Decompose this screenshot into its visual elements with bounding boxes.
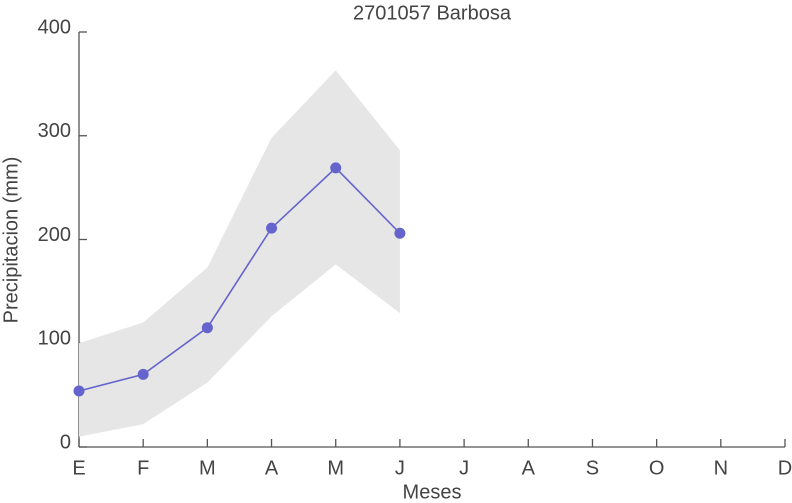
point: [137, 368, 149, 380]
x-tick-label: N: [714, 457, 728, 479]
x-tick-label: J: [395, 457, 405, 479]
x-tick-label: M: [327, 457, 344, 479]
point: [73, 385, 85, 397]
y-tick-label: 200: [38, 224, 71, 246]
x-tick-label: J: [459, 457, 469, 479]
series-line: [78, 166, 401, 392]
chart-title: 2701057 Barbosa: [353, 2, 512, 24]
x-tick-label: S: [586, 457, 599, 479]
x-tick-label: D: [778, 457, 792, 479]
range-band: [79, 70, 400, 437]
x-tick-label: O: [649, 457, 665, 479]
x-tick-label: E: [72, 457, 85, 479]
point: [330, 162, 342, 174]
y-tick-label: 400: [38, 16, 71, 38]
x-tick-label: A: [265, 457, 279, 479]
x-tick-label: A: [522, 457, 536, 479]
y-axis-label: Precipitacion (mm): [0, 157, 22, 324]
x-tick-label: F: [137, 457, 149, 479]
x-axis-label: Meses: [403, 481, 462, 503]
point: [201, 322, 213, 334]
point: [394, 227, 406, 239]
y-tick-label: 300: [38, 120, 71, 142]
point: [266, 222, 278, 234]
y-tick-label: 0: [60, 431, 71, 453]
y-tick-label: 100: [38, 328, 71, 350]
x-tick-label: M: [199, 457, 216, 479]
